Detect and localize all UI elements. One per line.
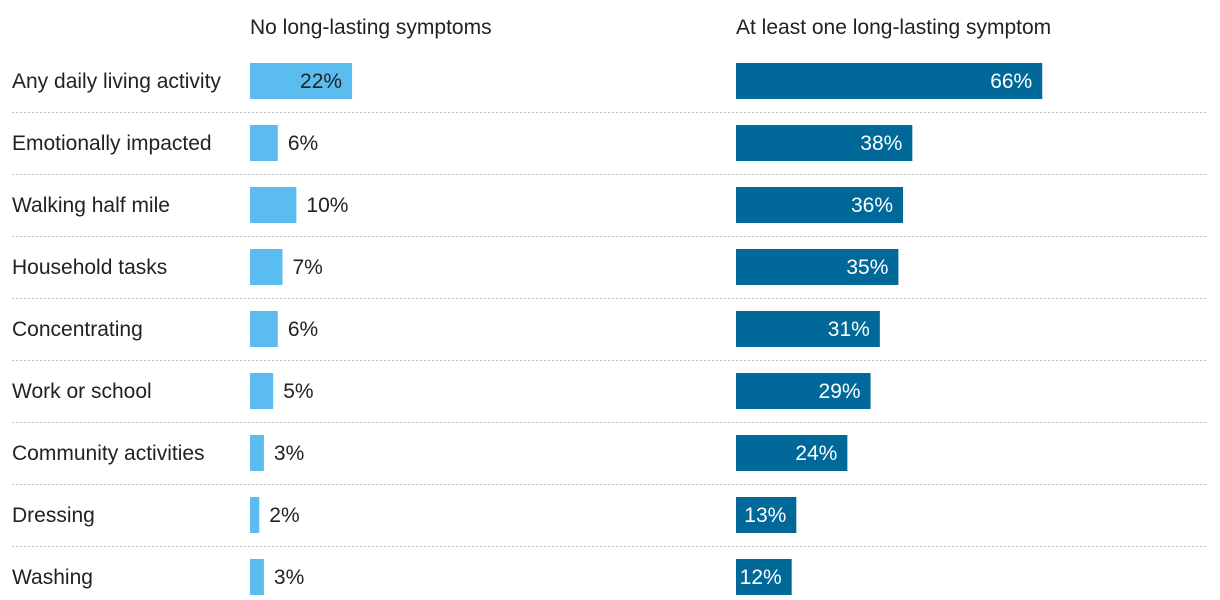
bar-long-lasting xyxy=(736,249,899,285)
chart-row: Washing 3% 12% xyxy=(12,559,792,595)
category-label: Emotionally impacted xyxy=(12,132,212,155)
chart-row: Any daily living activity 22% 66% xyxy=(12,63,1208,113)
value-label: 12% xyxy=(740,566,782,589)
chart-row: Dressing 2% 13% xyxy=(12,497,1208,547)
value-label: 5% xyxy=(283,380,313,403)
bar-no-symptoms xyxy=(250,373,274,409)
category-label: Concentrating xyxy=(12,318,143,341)
bar-long-lasting xyxy=(736,497,797,533)
chart-rows: Any daily living activity 22% 66% Emotional… xyxy=(12,63,1208,595)
value-label: 13% xyxy=(744,504,786,527)
bar-long-lasting xyxy=(736,559,792,595)
bar-long-lasting xyxy=(736,373,871,409)
chart-row: Emotionally impacted 6% 38% xyxy=(12,125,1208,175)
value-label: 29% xyxy=(819,380,861,403)
value-label: 6% xyxy=(288,132,318,155)
value-label: 10% xyxy=(306,194,348,217)
chart-row: Concentrating 6% 31% xyxy=(12,311,1208,361)
chart-row: Community activities 3% 24% xyxy=(12,435,1208,485)
category-label: Work or school xyxy=(12,380,152,403)
bar-long-lasting xyxy=(736,435,848,471)
value-label: 36% xyxy=(851,194,893,217)
value-label: 3% xyxy=(274,566,304,589)
bar-long-lasting xyxy=(736,311,880,347)
value-label: 31% xyxy=(828,318,870,341)
bar-long-lasting xyxy=(736,63,1043,99)
category-label: Community activities xyxy=(12,442,205,465)
series-header-no-symptoms: No long-lasting symptoms xyxy=(250,16,492,39)
panel-headers: No long-lasting symptoms At least one lo… xyxy=(250,16,1051,39)
bar-no-symptoms xyxy=(250,435,264,471)
chart-row: Household tasks 7% 35% xyxy=(12,249,1208,299)
bar-no-symptoms xyxy=(250,497,260,533)
value-label: 22% xyxy=(300,70,342,93)
bar-no-symptoms xyxy=(250,125,278,161)
value-label: 38% xyxy=(860,132,902,155)
bar-long-lasting xyxy=(736,125,913,161)
series-header-long-lasting: At least one long-lasting symptom xyxy=(736,16,1051,39)
category-label: Any daily living activity xyxy=(12,70,221,93)
chart-row: Work or school 5% 29% xyxy=(12,373,1208,423)
value-label: 7% xyxy=(292,256,322,279)
category-label: Dressing xyxy=(12,504,95,527)
value-label: 6% xyxy=(288,318,318,341)
bar-no-symptoms xyxy=(250,559,264,595)
value-label: 3% xyxy=(274,442,304,465)
value-label: 2% xyxy=(269,504,299,527)
value-label: 66% xyxy=(990,70,1032,93)
category-label: Washing xyxy=(12,566,93,589)
value-label: 35% xyxy=(846,256,888,279)
bar-no-symptoms xyxy=(250,311,278,347)
bar-no-symptoms xyxy=(250,249,283,285)
bar-no-symptoms xyxy=(250,63,353,99)
bar-no-symptoms xyxy=(250,187,297,223)
category-label: Walking half mile xyxy=(12,194,170,217)
bar-long-lasting xyxy=(736,187,904,223)
chart-row: Walking half mile 10% 36% xyxy=(12,187,1208,237)
value-label: 24% xyxy=(795,442,837,465)
category-label: Household tasks xyxy=(12,256,167,279)
